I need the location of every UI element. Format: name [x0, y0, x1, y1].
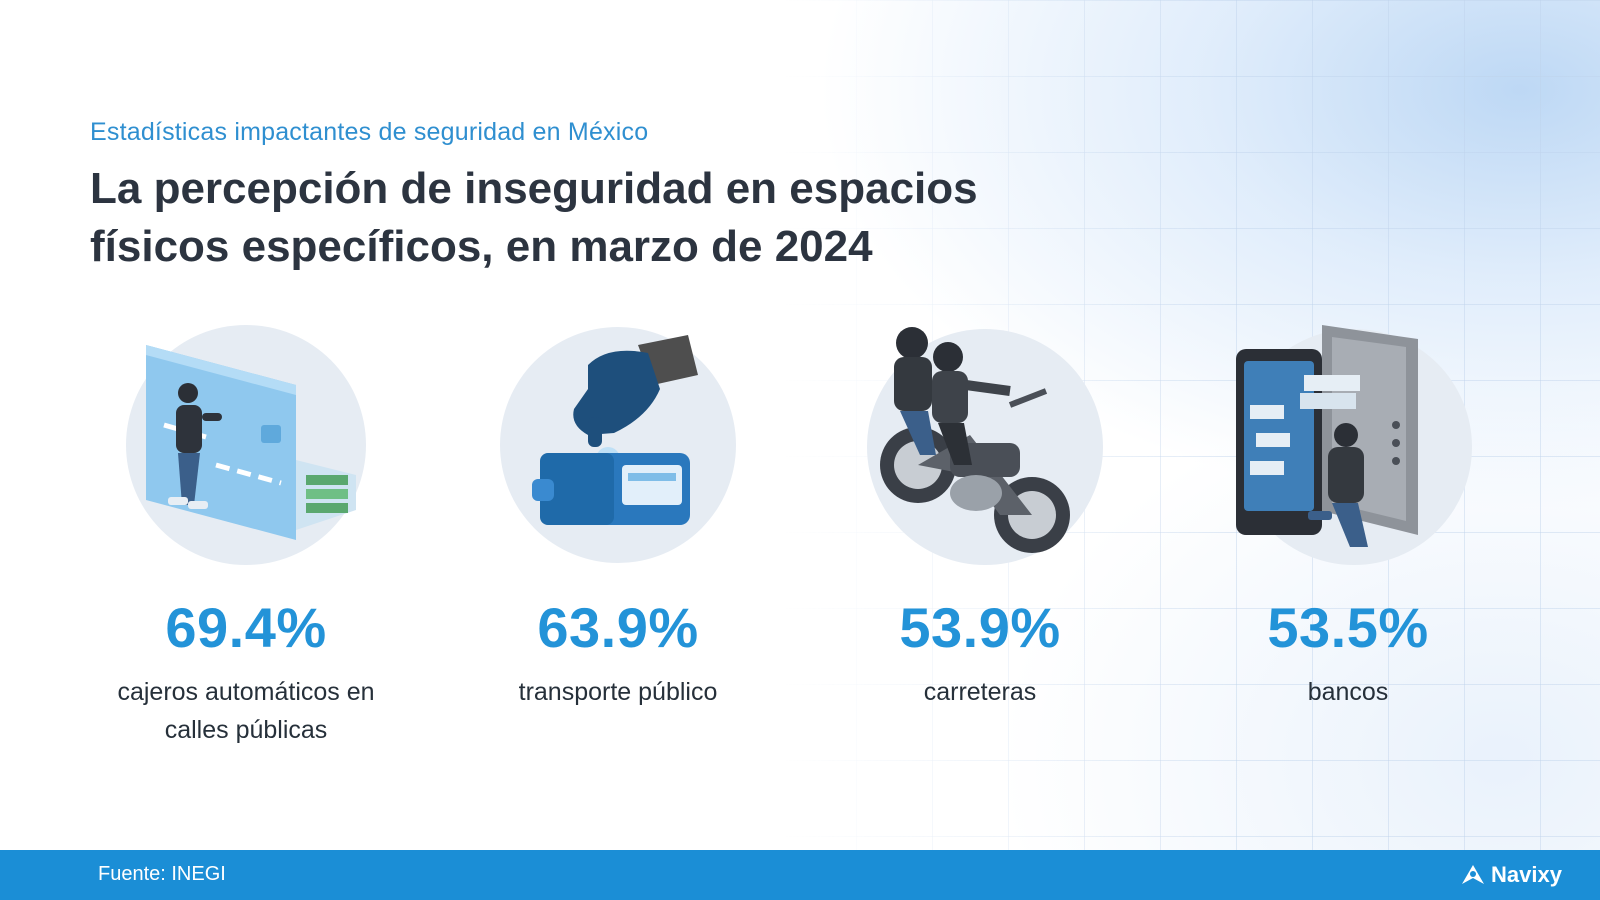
- motorcycle-robbers-icon: [800, 325, 1160, 575]
- stat-value: 53.5%: [1168, 595, 1528, 661]
- stat-value: 69.4%: [66, 595, 426, 661]
- stat-label: cajeros automáticos en calles públicas: [96, 673, 396, 749]
- stat-value: 53.9%: [800, 595, 1160, 661]
- navixy-logo-icon: [1461, 864, 1485, 886]
- wallet-pickpocket-icon: [438, 325, 798, 575]
- page-subtitle: Estadísticas impactantes de seguridad en…: [90, 118, 648, 147]
- stat-label: transporte público: [468, 673, 768, 711]
- stat-label: carreteras: [830, 673, 1130, 711]
- source-note: Fuente: INEGI: [98, 863, 226, 886]
- brand-logo: Navixy: [1461, 860, 1562, 890]
- footer-bar: Fuente: INEGI Navixy: [0, 850, 1600, 900]
- stat-banks: 53.5% bancos: [1168, 325, 1528, 711]
- bank-vault-thief-icon: [1168, 325, 1528, 575]
- stat-public-transport: 63.9% transporte público: [438, 325, 798, 711]
- stat-card-atm: 69.4% cajeros automáticos en calles públ…: [66, 325, 426, 749]
- stat-label: bancos: [1198, 673, 1498, 711]
- page-title: La percepción de inseguridad en espacios…: [90, 160, 1070, 276]
- stat-highways: 53.9% carreteras: [800, 325, 1160, 711]
- atm-card-thief-icon: [66, 325, 426, 575]
- stat-value: 63.9%: [438, 595, 798, 661]
- brand-name: Navixy: [1491, 862, 1562, 888]
